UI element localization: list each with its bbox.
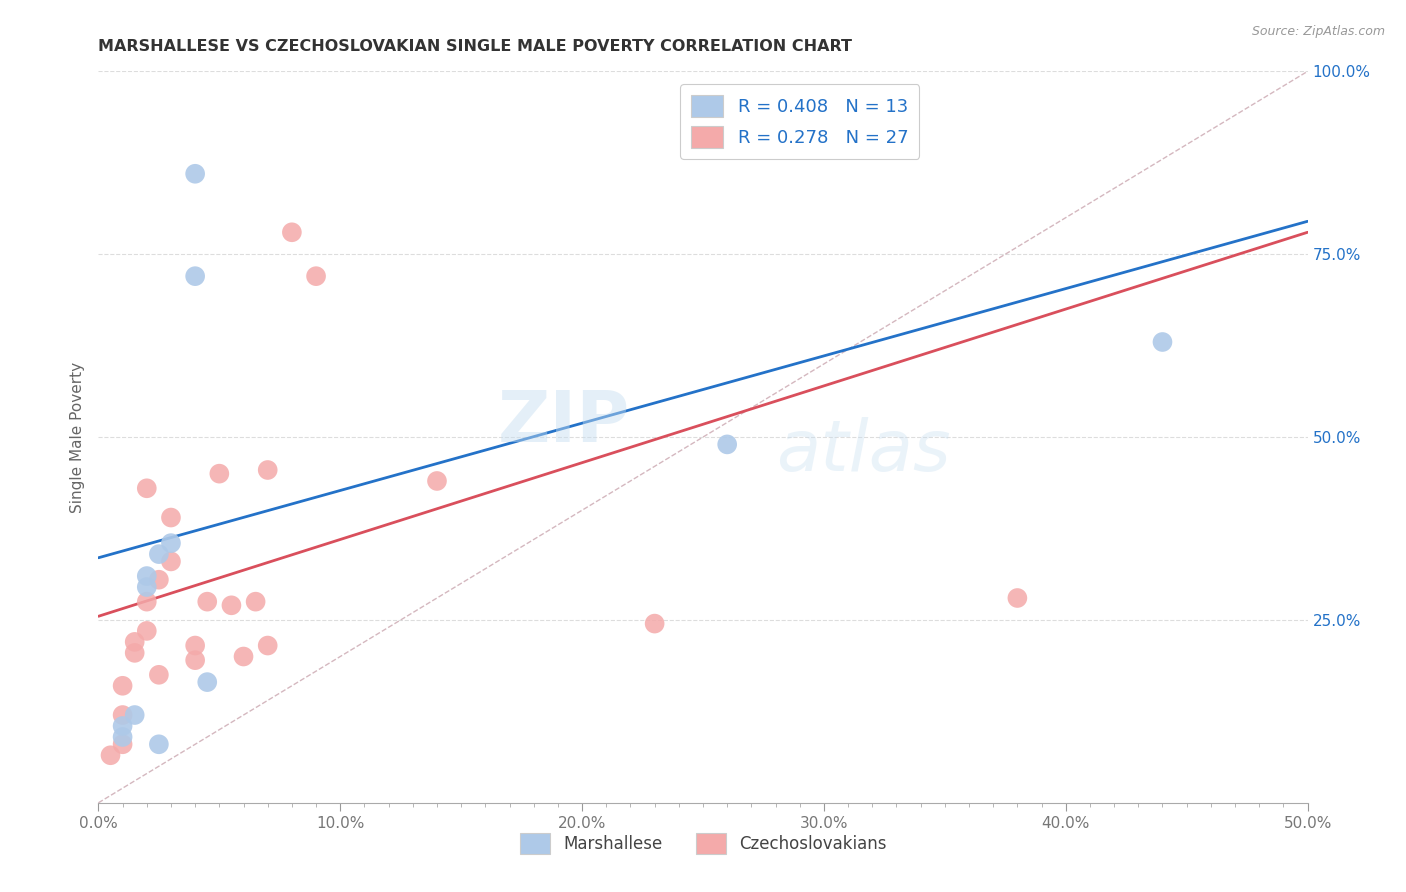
Y-axis label: Single Male Poverty: Single Male Poverty <box>69 361 84 513</box>
Point <box>148 547 170 561</box>
Point <box>135 594 157 608</box>
Point <box>148 573 170 587</box>
Point <box>305 269 328 284</box>
Point <box>148 737 170 751</box>
Text: ZIP: ZIP <box>498 388 630 457</box>
Point <box>111 737 134 751</box>
Legend: Marshallese, Czechoslovakians: Marshallese, Czechoslovakians <box>513 827 893 860</box>
Point <box>644 616 666 631</box>
Point <box>148 667 170 681</box>
Text: atlas: atlas <box>776 417 950 486</box>
Point <box>124 708 146 723</box>
Point <box>716 437 738 451</box>
Point <box>184 269 207 284</box>
Point <box>135 580 157 594</box>
Point <box>208 467 231 481</box>
Point <box>281 225 304 239</box>
Point <box>245 594 267 608</box>
Text: MARSHALLESE VS CZECHOSLOVAKIAN SINGLE MALE POVERTY CORRELATION CHART: MARSHALLESE VS CZECHOSLOVAKIAN SINGLE MA… <box>98 38 852 54</box>
Point <box>1152 334 1174 349</box>
Point <box>256 463 278 477</box>
Point <box>111 708 134 723</box>
Point <box>160 510 183 524</box>
Point <box>256 639 278 653</box>
Point <box>135 569 157 583</box>
Point <box>135 481 157 495</box>
Text: Source: ZipAtlas.com: Source: ZipAtlas.com <box>1251 25 1385 38</box>
Point <box>221 599 243 613</box>
Point <box>111 719 134 733</box>
Point <box>111 679 134 693</box>
Point <box>111 730 134 744</box>
Point <box>195 594 218 608</box>
Point <box>184 167 207 181</box>
Point <box>124 635 146 649</box>
Point <box>184 639 207 653</box>
Point <box>426 474 449 488</box>
Point <box>100 748 122 763</box>
Point <box>160 554 183 568</box>
Point <box>124 646 146 660</box>
Point <box>184 653 207 667</box>
Point <box>160 536 183 550</box>
Point <box>232 649 254 664</box>
Point <box>195 675 218 690</box>
Point <box>135 624 157 638</box>
Point <box>1007 591 1029 605</box>
